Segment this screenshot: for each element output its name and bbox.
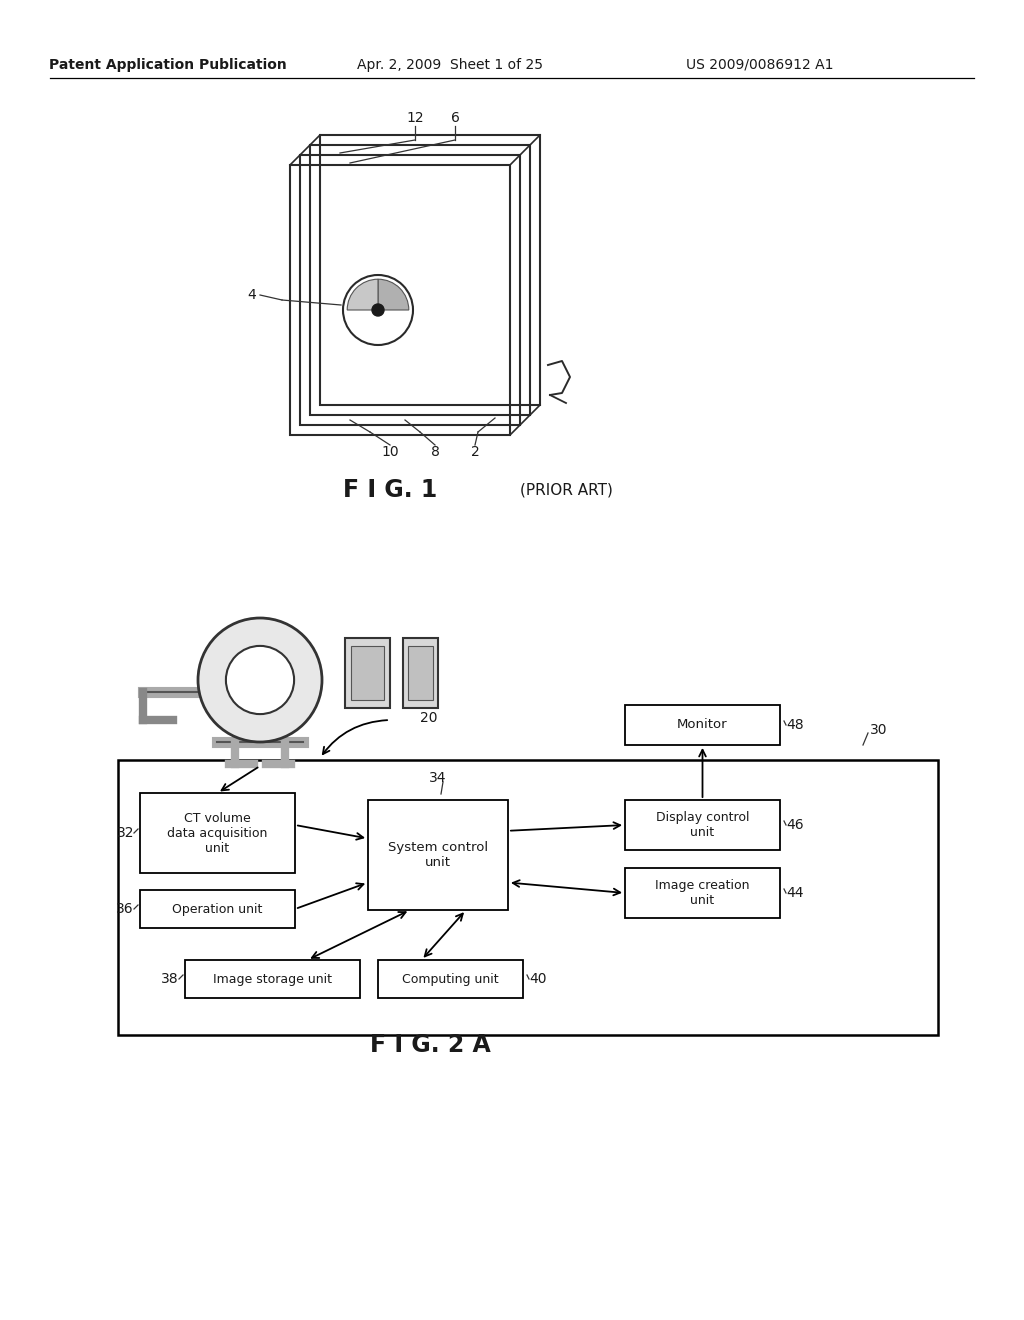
- Bar: [408, 645, 433, 700]
- Wedge shape: [347, 280, 378, 310]
- Text: Computing unit: Computing unit: [402, 973, 499, 986]
- Bar: [310, 145, 530, 414]
- Bar: [351, 645, 384, 700]
- Text: 30: 30: [870, 723, 888, 737]
- Bar: [368, 800, 508, 909]
- Text: 8: 8: [430, 445, 439, 459]
- Wedge shape: [378, 280, 409, 310]
- Text: F I G. 1: F I G. 1: [343, 478, 437, 502]
- Text: Display control
unit: Display control unit: [655, 810, 750, 840]
- Text: Image storage unit: Image storage unit: [213, 973, 332, 986]
- Text: Apr. 2, 2009  Sheet 1 of 25: Apr. 2, 2009 Sheet 1 of 25: [357, 58, 543, 73]
- Text: 2: 2: [471, 445, 479, 459]
- Text: 40: 40: [529, 972, 547, 986]
- Text: Image creation
unit: Image creation unit: [655, 879, 750, 907]
- Bar: [345, 638, 390, 708]
- Text: 4: 4: [248, 288, 256, 302]
- Circle shape: [343, 275, 413, 345]
- Bar: [378, 960, 523, 998]
- Bar: [118, 760, 938, 1035]
- Text: F I G. 2 A: F I G. 2 A: [370, 1034, 490, 1057]
- Text: (PRIOR ART): (PRIOR ART): [520, 483, 613, 498]
- Text: CT volume
data acquisition
unit: CT volume data acquisition unit: [167, 812, 267, 854]
- Bar: [625, 800, 780, 850]
- Text: 32: 32: [117, 826, 134, 840]
- Circle shape: [226, 645, 294, 714]
- Text: 48: 48: [786, 718, 804, 733]
- Circle shape: [198, 618, 322, 742]
- Text: US 2009/0086912 A1: US 2009/0086912 A1: [686, 58, 834, 73]
- Text: System control
unit: System control unit: [388, 841, 488, 869]
- Bar: [290, 165, 510, 436]
- Text: 36: 36: [117, 902, 134, 916]
- Bar: [403, 638, 438, 708]
- Bar: [185, 960, 360, 998]
- Text: Monitor: Monitor: [677, 718, 728, 731]
- Text: 46: 46: [786, 818, 804, 832]
- Bar: [625, 869, 780, 917]
- Bar: [140, 890, 295, 928]
- Text: Patent Application Publication: Patent Application Publication: [49, 58, 287, 73]
- Text: Operation unit: Operation unit: [172, 903, 263, 916]
- Circle shape: [372, 304, 384, 315]
- Text: 34: 34: [429, 771, 446, 785]
- Text: 10: 10: [381, 445, 398, 459]
- Bar: [625, 705, 780, 744]
- Bar: [319, 135, 540, 405]
- Text: 20: 20: [420, 711, 437, 725]
- Bar: [140, 793, 295, 873]
- Text: 6: 6: [451, 111, 460, 125]
- Bar: [300, 154, 520, 425]
- Text: 12: 12: [407, 111, 424, 125]
- Text: 44: 44: [786, 886, 804, 900]
- Text: 38: 38: [162, 972, 179, 986]
